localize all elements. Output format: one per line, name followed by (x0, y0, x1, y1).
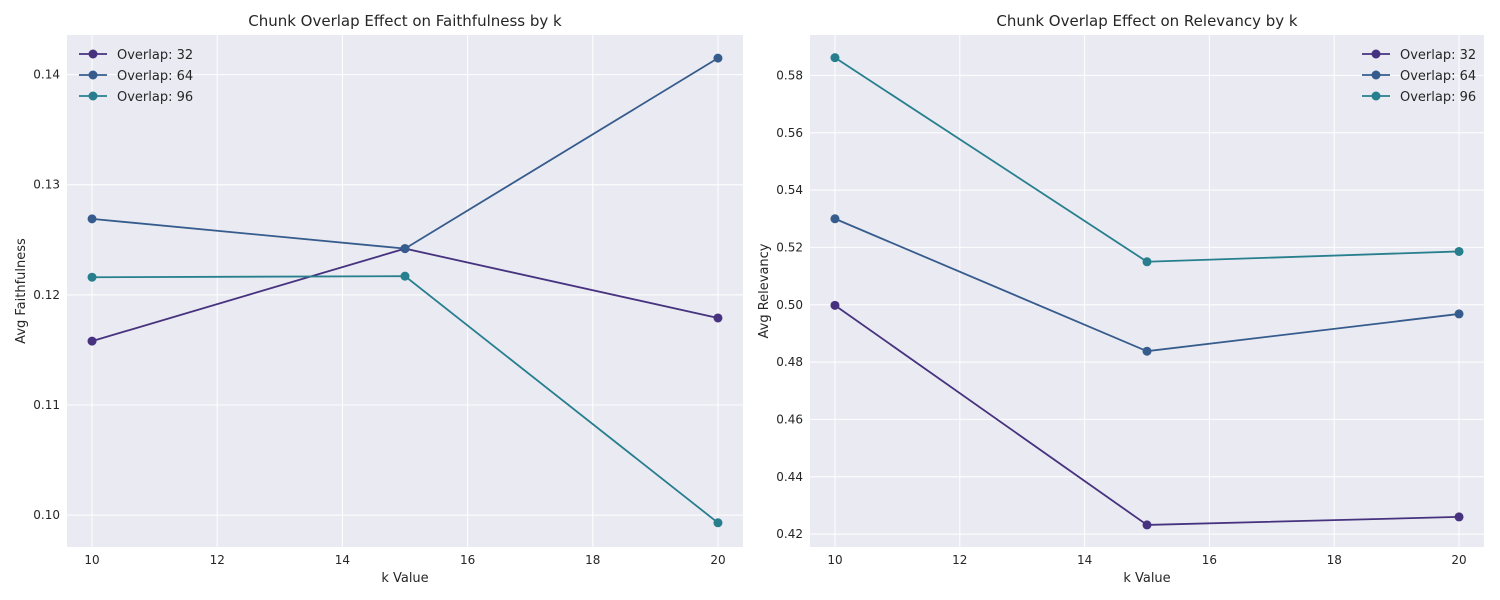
data-point (400, 271, 410, 281)
y-tick-label: 0.14 (33, 68, 60, 82)
relevancy-chart: 10 12 14 16 18 20 0.42 0.44 0.46 0.48 0.50 0.52 0.54… (757, 12, 1484, 586)
data-point (87, 272, 97, 282)
faithfulness-chart: 10 12 14 16 18 20 0.10 0.11 0.12 0.13 0.14 Chunk O… (14, 12, 743, 586)
x-tick-label: 16 (1202, 553, 1217, 567)
x-tick-label: 10 (84, 553, 99, 567)
y-tick-label: 0.10 (33, 508, 60, 522)
data-point (400, 244, 410, 254)
data-point (713, 53, 723, 63)
legend-marker (88, 91, 98, 101)
legend-item: Overlap: 32 (1362, 48, 1476, 63)
data-point (1142, 257, 1152, 267)
x-tick-label: 12 (210, 553, 225, 567)
y-tick-label: 0.48 (776, 355, 803, 369)
y-tick-label: 0.42 (776, 527, 803, 541)
plot-background (67, 35, 743, 547)
data-point (830, 300, 840, 310)
legend-marker (1371, 49, 1381, 59)
legend-item: Overlap: 32 (79, 48, 193, 63)
x-tick-label: 16 (460, 553, 475, 567)
x-tick-label: 20 (1451, 553, 1466, 567)
series-overlap-32 (830, 300, 1464, 530)
series-overlap-64 (87, 53, 723, 254)
legend-item: Overlap: 96 (1362, 90, 1476, 105)
legend-label: Overlap: 96 (117, 90, 193, 105)
legend-marker (88, 70, 98, 80)
x-tick-label: 14 (1077, 553, 1092, 567)
x-tick-label: 12 (952, 553, 967, 567)
data-point (1454, 512, 1464, 522)
x-tick-label: 18 (1327, 553, 1342, 567)
data-point (830, 214, 840, 224)
y-tick-label: 0.44 (776, 470, 803, 484)
legend: Overlap: 32 Overlap: 64 Overlap: 96 (79, 48, 193, 105)
legend-marker (1371, 91, 1381, 101)
legend-label: Overlap: 64 (1400, 69, 1476, 84)
legend-label: Overlap: 64 (117, 69, 193, 84)
legend-label: Overlap: 32 (117, 48, 193, 63)
y-tick-label: 0.46 (776, 412, 803, 426)
data-point (87, 214, 97, 224)
chart-title: Chunk Overlap Effect on Faithfulness by … (248, 12, 562, 30)
y-axis-label: Avg Relevancy (757, 243, 772, 338)
y-tick-label: 0.12 (33, 288, 60, 302)
x-axis-label: k Value (1123, 571, 1170, 586)
series-overlap-64 (830, 214, 1464, 356)
y-tick-label: 0.52 (776, 240, 803, 254)
y-tick-label: 0.54 (776, 183, 803, 197)
y-tick-label: 0.11 (33, 398, 60, 412)
data-point (713, 313, 723, 323)
data-point (87, 336, 97, 346)
x-tick-label: 18 (585, 553, 600, 567)
legend-label: Overlap: 32 (1400, 48, 1476, 63)
chart-title: Chunk Overlap Effect on Relevancy by k (996, 12, 1298, 30)
data-point (830, 53, 840, 63)
data-point (1454, 309, 1464, 319)
y-axis-label: Avg Faithfulness (14, 238, 29, 344)
series-overlap-96 (830, 53, 1464, 267)
x-tick-label: 20 (710, 553, 725, 567)
legend-marker (1371, 70, 1381, 80)
legend: Overlap: 32 Overlap: 64 Overlap: 96 (1362, 48, 1476, 105)
data-point (713, 518, 723, 528)
data-point (1142, 346, 1152, 356)
y-tick-label: 0.13 (33, 178, 60, 192)
x-axis-label: k Value (381, 571, 428, 586)
legend-marker (88, 49, 98, 59)
x-tick-label: 14 (335, 553, 350, 567)
data-point (1142, 520, 1152, 530)
x-tick-label: 10 (827, 553, 842, 567)
legend-item: Overlap: 64 (1362, 69, 1476, 84)
series-overlap-96 (87, 271, 723, 528)
legend-item: Overlap: 64 (79, 69, 193, 84)
y-tick-label: 0.56 (776, 126, 803, 140)
legend-label: Overlap: 96 (1400, 90, 1476, 105)
legend-item: Overlap: 96 (79, 90, 193, 105)
y-tick-label: 0.58 (776, 68, 803, 82)
plot-background (810, 35, 1484, 547)
plot-area: 10 12 14 16 18 20 0.10 0.11 0.12 0.13 0.14 (33, 35, 743, 567)
data-point (1454, 246, 1464, 256)
plot-area: 10 12 14 16 18 20 0.42 0.44 0.46 0.48 0.50 0.52 0.54… (776, 35, 1484, 567)
y-tick-label: 0.50 (776, 298, 803, 312)
